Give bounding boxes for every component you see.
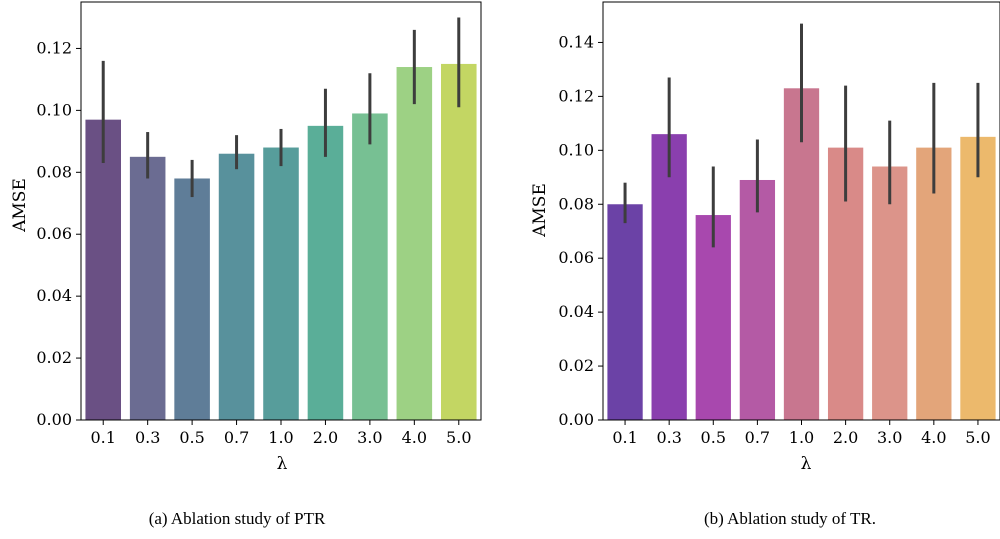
y-tick-label: 0.06 xyxy=(36,224,72,243)
y-tick-label: 0.00 xyxy=(36,410,72,429)
y-tick-label: 0.00 xyxy=(558,410,594,429)
x-tick-label: 4.0 xyxy=(921,428,946,447)
y-tick-label: 0.08 xyxy=(558,194,594,213)
bar-0.5 xyxy=(695,215,731,420)
caption-b: (b) Ablation study of TR. xyxy=(704,509,876,528)
bar-3.0 xyxy=(872,166,908,420)
x-tick-label: 5.0 xyxy=(446,428,471,447)
x-tick-label: 0.7 xyxy=(745,428,770,447)
x-tick-label: 0.5 xyxy=(179,428,204,447)
x-tick-label: 0.5 xyxy=(701,428,726,447)
x-tick-label: 0.3 xyxy=(656,428,681,447)
x-tick-label: 0.1 xyxy=(90,428,115,447)
y-tick-label: 0.02 xyxy=(36,348,72,367)
bar-5.0 xyxy=(441,63,477,420)
bar-1.0 xyxy=(783,88,820,420)
x-tick-label: 3.0 xyxy=(357,428,382,447)
chart-panel-a: AMSE λ (a) Ablation study of PTR 0.1 0.3 0… xyxy=(10,1,482,528)
y-tick-label: 0.12 xyxy=(36,38,72,57)
x-axis-label: λ xyxy=(277,454,288,474)
y-axis-label: AMSE xyxy=(10,178,30,233)
x-tick-label: 0.3 xyxy=(135,428,160,447)
bar-0.7 xyxy=(218,153,255,421)
y-tick-label: 0.04 xyxy=(558,302,594,321)
bar-4.0 xyxy=(396,67,433,421)
x-axis-label: λ xyxy=(801,454,812,474)
x-tick-label: 0.7 xyxy=(224,428,249,447)
bar-0.3 xyxy=(129,156,166,420)
bar-5.0 xyxy=(960,136,996,420)
bar-0.3 xyxy=(651,134,687,420)
bar-1.0 xyxy=(263,147,299,420)
y-tick-label: 0.02 xyxy=(558,356,594,375)
bar-2.0 xyxy=(307,125,344,420)
x-tick-label: 3.0 xyxy=(877,428,902,447)
caption-a: (a) Ablation study of PTR xyxy=(149,509,326,528)
y-tick-label: 0.10 xyxy=(36,100,72,119)
y-tick-label: 0.04 xyxy=(36,286,72,305)
x-tick-label: 1.0 xyxy=(789,428,814,447)
bar-0.7 xyxy=(739,179,776,420)
x-tick-label: 0.1 xyxy=(612,428,637,447)
x-tick-label: 1.0 xyxy=(268,428,293,447)
x-tick-label: 2.0 xyxy=(313,428,338,447)
y-tick-label: 0.10 xyxy=(558,140,594,159)
y-tick-label: 0.08 xyxy=(36,162,72,181)
y-axis-label: AMSE xyxy=(530,183,550,238)
x-tick-label: 4.0 xyxy=(402,428,427,447)
x-tick-label: 5.0 xyxy=(965,428,990,447)
y-tick-label: 0.14 xyxy=(558,32,594,51)
x-tick-label: 2.0 xyxy=(833,428,858,447)
bar-0.5 xyxy=(174,178,210,420)
bar-0.1 xyxy=(607,204,643,420)
y-tick-label: 0.06 xyxy=(558,248,594,267)
chart-panel-b: AMSE λ (b) Ablation study of TR. 0.1 0.3 0… xyxy=(530,1,1000,528)
plot-frame xyxy=(602,1,1000,421)
bar-3.0 xyxy=(352,113,388,420)
y-tick-label: 0.12 xyxy=(558,86,594,105)
plot-frame xyxy=(80,1,482,421)
bar-0.1 xyxy=(85,119,121,421)
